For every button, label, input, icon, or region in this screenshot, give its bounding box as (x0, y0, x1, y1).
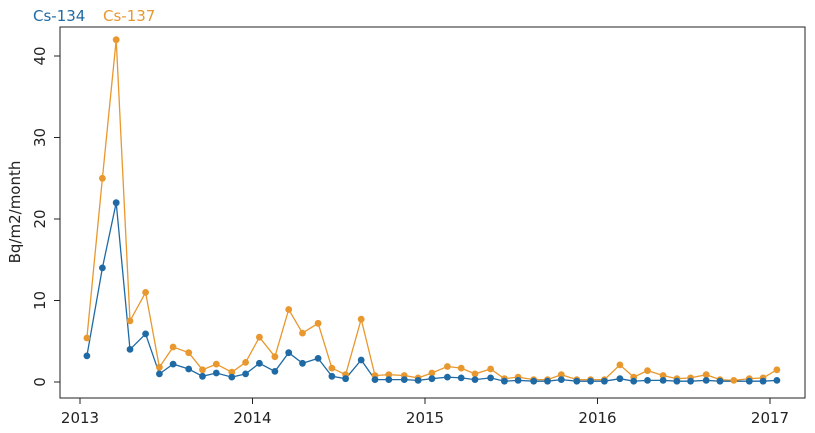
data-point-cs134-46 (759, 377, 767, 385)
data-point-cs134-31 (530, 377, 538, 385)
data-point-cs134-5 (156, 370, 163, 378)
data-point-cs134-34 (573, 377, 581, 385)
data-point-cs134-33 (557, 376, 565, 383)
data-point-cs137-3 (126, 317, 134, 325)
data-point-cs137-17 (328, 364, 336, 372)
data-point-cs137-40 (659, 372, 667, 379)
legend-cs134-label: Cs-134 (33, 7, 85, 25)
data-point-cs137-0 (83, 334, 91, 342)
data-point-cs137-5 (156, 363, 163, 371)
plot-frame (59, 26, 806, 399)
data-point-cs134-10 (228, 373, 236, 381)
data-point-cs137-48 (773, 366, 781, 374)
data-point-cs134-42 (687, 377, 694, 385)
data-point-cs137-24 (428, 369, 436, 377)
x-tick-label-2014: 2014 (233, 409, 271, 427)
data-point-cs134-18 (342, 375, 349, 383)
x-tick-label-2016: 2016 (578, 409, 616, 427)
data-point-cs134-14 (285, 349, 293, 357)
data-point-cs137-1 (99, 174, 106, 182)
data-point-cs137-10 (228, 368, 236, 376)
data-point-cs137-15 (299, 329, 306, 337)
y-axis-title: Bq/m2/month (6, 161, 24, 264)
x-tick-label-2013: 2013 (61, 409, 99, 427)
y-tick-label-30: 30 (31, 128, 49, 147)
data-point-cs137-2 (112, 36, 120, 44)
data-point-cs134-20 (371, 376, 379, 383)
data-point-cs134-7 (185, 365, 193, 373)
data-point-cs134-24 (428, 375, 436, 383)
data-point-cs134-19 (357, 356, 365, 364)
data-point-cs134-47 (773, 377, 781, 384)
data-point-cs134-37 (616, 375, 624, 383)
data-point-cs137-26 (457, 364, 465, 372)
data-point-cs134-43 (702, 377, 710, 384)
data-point-cs134-28 (487, 374, 494, 382)
data-point-cs137-28 (487, 365, 494, 373)
data-point-cs134-35 (587, 377, 594, 385)
data-point-cs137-8 (199, 366, 206, 374)
data-point-cs134-25 (444, 373, 451, 381)
data-point-cs137-16 (314, 319, 322, 327)
data-point-cs134-3 (126, 346, 134, 353)
data-point-cs134-45 (745, 377, 753, 385)
data-point-cs134-0 (83, 352, 91, 360)
data-point-cs134-36 (601, 377, 608, 385)
data-point-cs134-44 (716, 377, 724, 385)
data-point-cs134-16 (314, 355, 322, 362)
data-point-cs137-43 (702, 371, 710, 379)
data-point-cs134-23 (414, 377, 422, 384)
data-point-cs137-11 (242, 359, 250, 366)
data-point-cs134-9 (212, 369, 220, 377)
series-line-cs137 (86, 39, 778, 382)
data-point-cs137-25 (444, 363, 451, 370)
data-point-cs137-19 (357, 315, 365, 323)
data-point-cs134-11 (242, 370, 250, 378)
data-point-cs137-7 (185, 349, 193, 357)
data-point-cs134-40 (659, 377, 667, 384)
y-tick-label-40: 40 (31, 46, 49, 65)
data-point-cs137-45 (730, 377, 738, 384)
data-point-cs137-21 (385, 371, 393, 379)
legend-cs137-label: Cs-137 (103, 7, 155, 25)
y-tick-label-10: 10 (31, 291, 49, 310)
data-point-cs134-6 (169, 360, 177, 368)
data-point-cs134-32 (544, 377, 551, 385)
data-point-cs137-4 (142, 289, 150, 296)
data-point-cs134-21 (385, 376, 393, 383)
data-point-cs134-13 (271, 368, 279, 375)
data-point-cs137-9 (212, 360, 220, 368)
data-point-cs134-27 (471, 376, 479, 383)
data-point-cs137-39 (644, 367, 651, 374)
y-tick-label-20: 20 (31, 209, 49, 228)
data-point-cs134-4 (142, 330, 150, 338)
data-point-cs134-26 (457, 374, 465, 382)
x-tick-label-2015: 2015 (406, 409, 444, 427)
data-point-cs137-27 (471, 370, 479, 378)
data-point-cs134-15 (299, 359, 306, 367)
data-point-cs134-41 (673, 377, 681, 385)
x-tick-label-2017: 2017 (751, 409, 789, 427)
data-point-cs137-13 (271, 353, 279, 361)
data-point-cs134-17 (328, 372, 336, 380)
data-point-cs137-37 (616, 361, 624, 369)
data-point-cs134-29 (501, 377, 508, 385)
data-point-cs134-8 (199, 372, 206, 380)
data-point-cs134-1 (99, 264, 106, 272)
data-point-cs134-39 (644, 377, 651, 384)
data-point-cs137-12 (256, 333, 263, 341)
data-point-cs137-14 (285, 306, 293, 313)
data-point-cs137-6 (169, 343, 177, 351)
data-point-cs134-12 (256, 359, 263, 367)
data-point-cs134-38 (630, 377, 638, 385)
data-point-cs137-33 (557, 371, 565, 379)
data-point-cs134-30 (514, 377, 522, 384)
data-point-cs134-22 (400, 376, 408, 383)
y-tick-label-0: 0 (31, 377, 49, 387)
data-point-cs134-2 (112, 199, 120, 207)
